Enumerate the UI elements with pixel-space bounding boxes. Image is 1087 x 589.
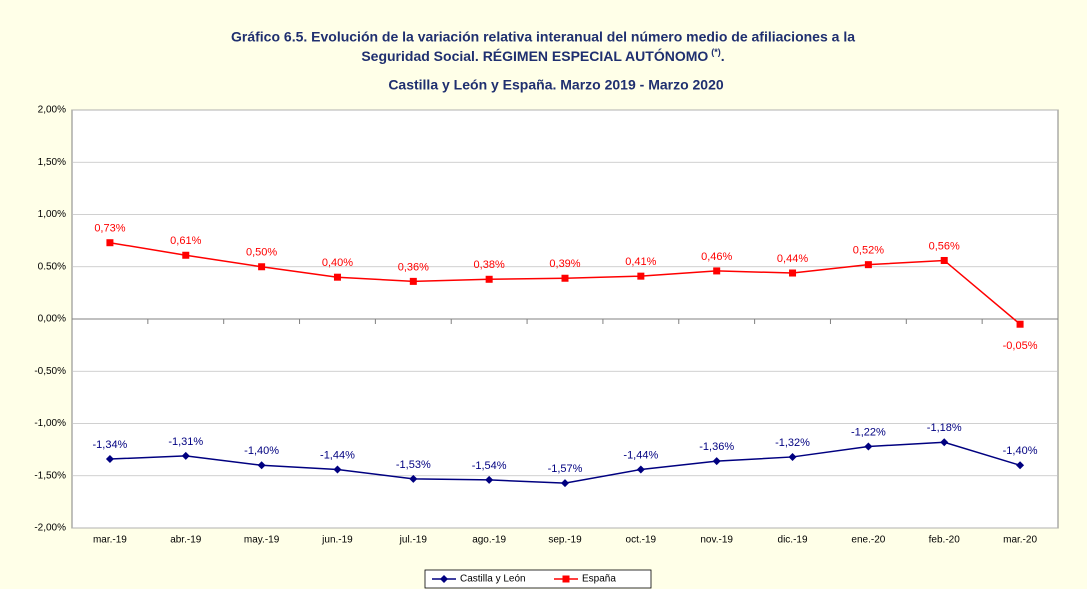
point: [864, 442, 873, 451]
legend-label: Castilla y León: [460, 574, 526, 585]
data-label: -1,44%: [623, 449, 658, 461]
point: [1016, 461, 1025, 470]
point: [258, 263, 266, 271]
data-label: -1,32%: [775, 437, 810, 449]
legend-box: [424, 569, 652, 589]
data-label: 0,52%: [853, 245, 884, 257]
y-tick-label: -1,50%: [34, 470, 66, 481]
point: [940, 438, 949, 447]
point: [788, 452, 797, 461]
point: [712, 457, 721, 466]
point: [485, 475, 494, 484]
x-tick-label: mar.-19: [93, 535, 127, 546]
y-tick-label: 0.50%: [38, 261, 66, 272]
data-label: 0,73%: [94, 223, 125, 235]
data-label: -1,53%: [396, 459, 431, 471]
x-tick-label: may.-19: [244, 535, 280, 546]
x-tick-label: nov.-19: [700, 535, 733, 546]
point: [864, 261, 872, 269]
point: [181, 451, 190, 460]
x-tick-label: abr.-19: [170, 535, 202, 546]
data-label: -1,18%: [927, 422, 962, 434]
data-label: 0,56%: [929, 240, 960, 252]
point: [637, 272, 645, 280]
x-tick-label: sep.-19: [548, 535, 582, 546]
point: [257, 461, 266, 470]
data-label: -1,34%: [92, 439, 127, 451]
y-tick-label: 1,50%: [38, 157, 66, 168]
x-tick-label: ago.-19: [472, 535, 506, 546]
x-tick-label: oct.-19: [626, 535, 657, 546]
y-tick-label: 1,00%: [38, 209, 66, 220]
data-label: -1,40%: [1003, 445, 1038, 457]
point: [636, 465, 645, 474]
point: [1016, 320, 1024, 328]
data-label: 0,39%: [549, 258, 580, 270]
y-tick-label: 2,00%: [38, 105, 66, 116]
data-label: -1,36%: [699, 441, 734, 453]
data-label: 0,38%: [474, 259, 505, 271]
y-tick-label: 0,00%: [38, 314, 66, 325]
data-label: -1,54%: [472, 460, 507, 472]
point: [561, 479, 569, 488]
point: [106, 239, 114, 247]
point: [409, 277, 417, 285]
data-label: -1,31%: [168, 436, 203, 448]
data-label: 0,50%: [246, 247, 277, 259]
point: [485, 275, 493, 283]
x-tick-label: ene.-20: [851, 535, 885, 546]
point: [182, 251, 190, 259]
data-label: -1,22%: [851, 426, 886, 438]
x-tick-label: jun.-19: [321, 535, 353, 546]
data-label: 0,41%: [625, 256, 656, 268]
chart-subtitle: Castilla y León y España. Marzo 2019 - M…: [388, 77, 724, 93]
point: [713, 267, 721, 275]
x-tick-label: dic.-19: [778, 535, 808, 546]
title-note: (*): [711, 47, 721, 57]
point: [333, 273, 341, 281]
x-tick-label: feb.-20: [929, 535, 961, 546]
y-tick-label: -0,50%: [34, 366, 66, 377]
y-tick-label: -2,00%: [34, 523, 66, 534]
point: [789, 269, 797, 277]
data-label: -1,40%: [244, 445, 279, 457]
data-label: -1,57%: [548, 463, 583, 475]
data-label: 0,46%: [701, 251, 732, 263]
point: [940, 256, 948, 264]
title-text: Seguridad Social. RÉGIMEN ESPECIAL AUTÓN…: [361, 47, 708, 64]
legend-marker: [440, 575, 448, 583]
data-label: -1,44%: [320, 449, 355, 461]
data-label: 0,36%: [398, 261, 429, 273]
title-end: .: [721, 48, 725, 64]
point: [561, 274, 569, 282]
data-label: 0,61%: [170, 235, 201, 247]
chart-title: Gráfico 6.5. Evolución de la variación r…: [231, 29, 855, 45]
data-label: 0,40%: [322, 257, 353, 269]
chart-title: Seguridad Social. RÉGIMEN ESPECIAL AUTÓN…: [361, 47, 724, 64]
y-tick-label: -1,00%: [34, 418, 66, 429]
legend-marker: [562, 575, 570, 583]
data-label: -0,05%: [1003, 340, 1038, 352]
data-label: 0,44%: [777, 253, 808, 265]
point: [105, 455, 114, 464]
x-tick-label: mar.-20: [1003, 535, 1037, 546]
point: [409, 474, 418, 483]
legend-label: España: [582, 574, 616, 585]
point: [333, 465, 342, 474]
legend: Castilla y León España: [424, 569, 652, 589]
x-tick-label: jul.-19: [399, 535, 428, 546]
